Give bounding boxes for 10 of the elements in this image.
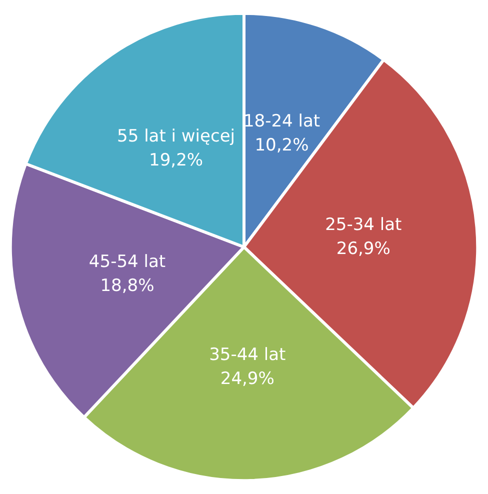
data-label: 26,9% [336, 238, 390, 259]
slice-label: 18-24 lat [243, 111, 320, 132]
slice-label: 25-34 lat [325, 214, 402, 235]
slice-label: 45-54 lat [88, 252, 166, 272]
data-label: 19,2% [149, 150, 204, 170]
data-label: 18,8% [100, 276, 154, 296]
data-label: 24,9% [220, 368, 274, 389]
slice-label: 35-44 lat [209, 344, 286, 365]
slice-label: 55 lat i więcej [117, 126, 236, 146]
data-label: 10,2% [254, 135, 309, 156]
